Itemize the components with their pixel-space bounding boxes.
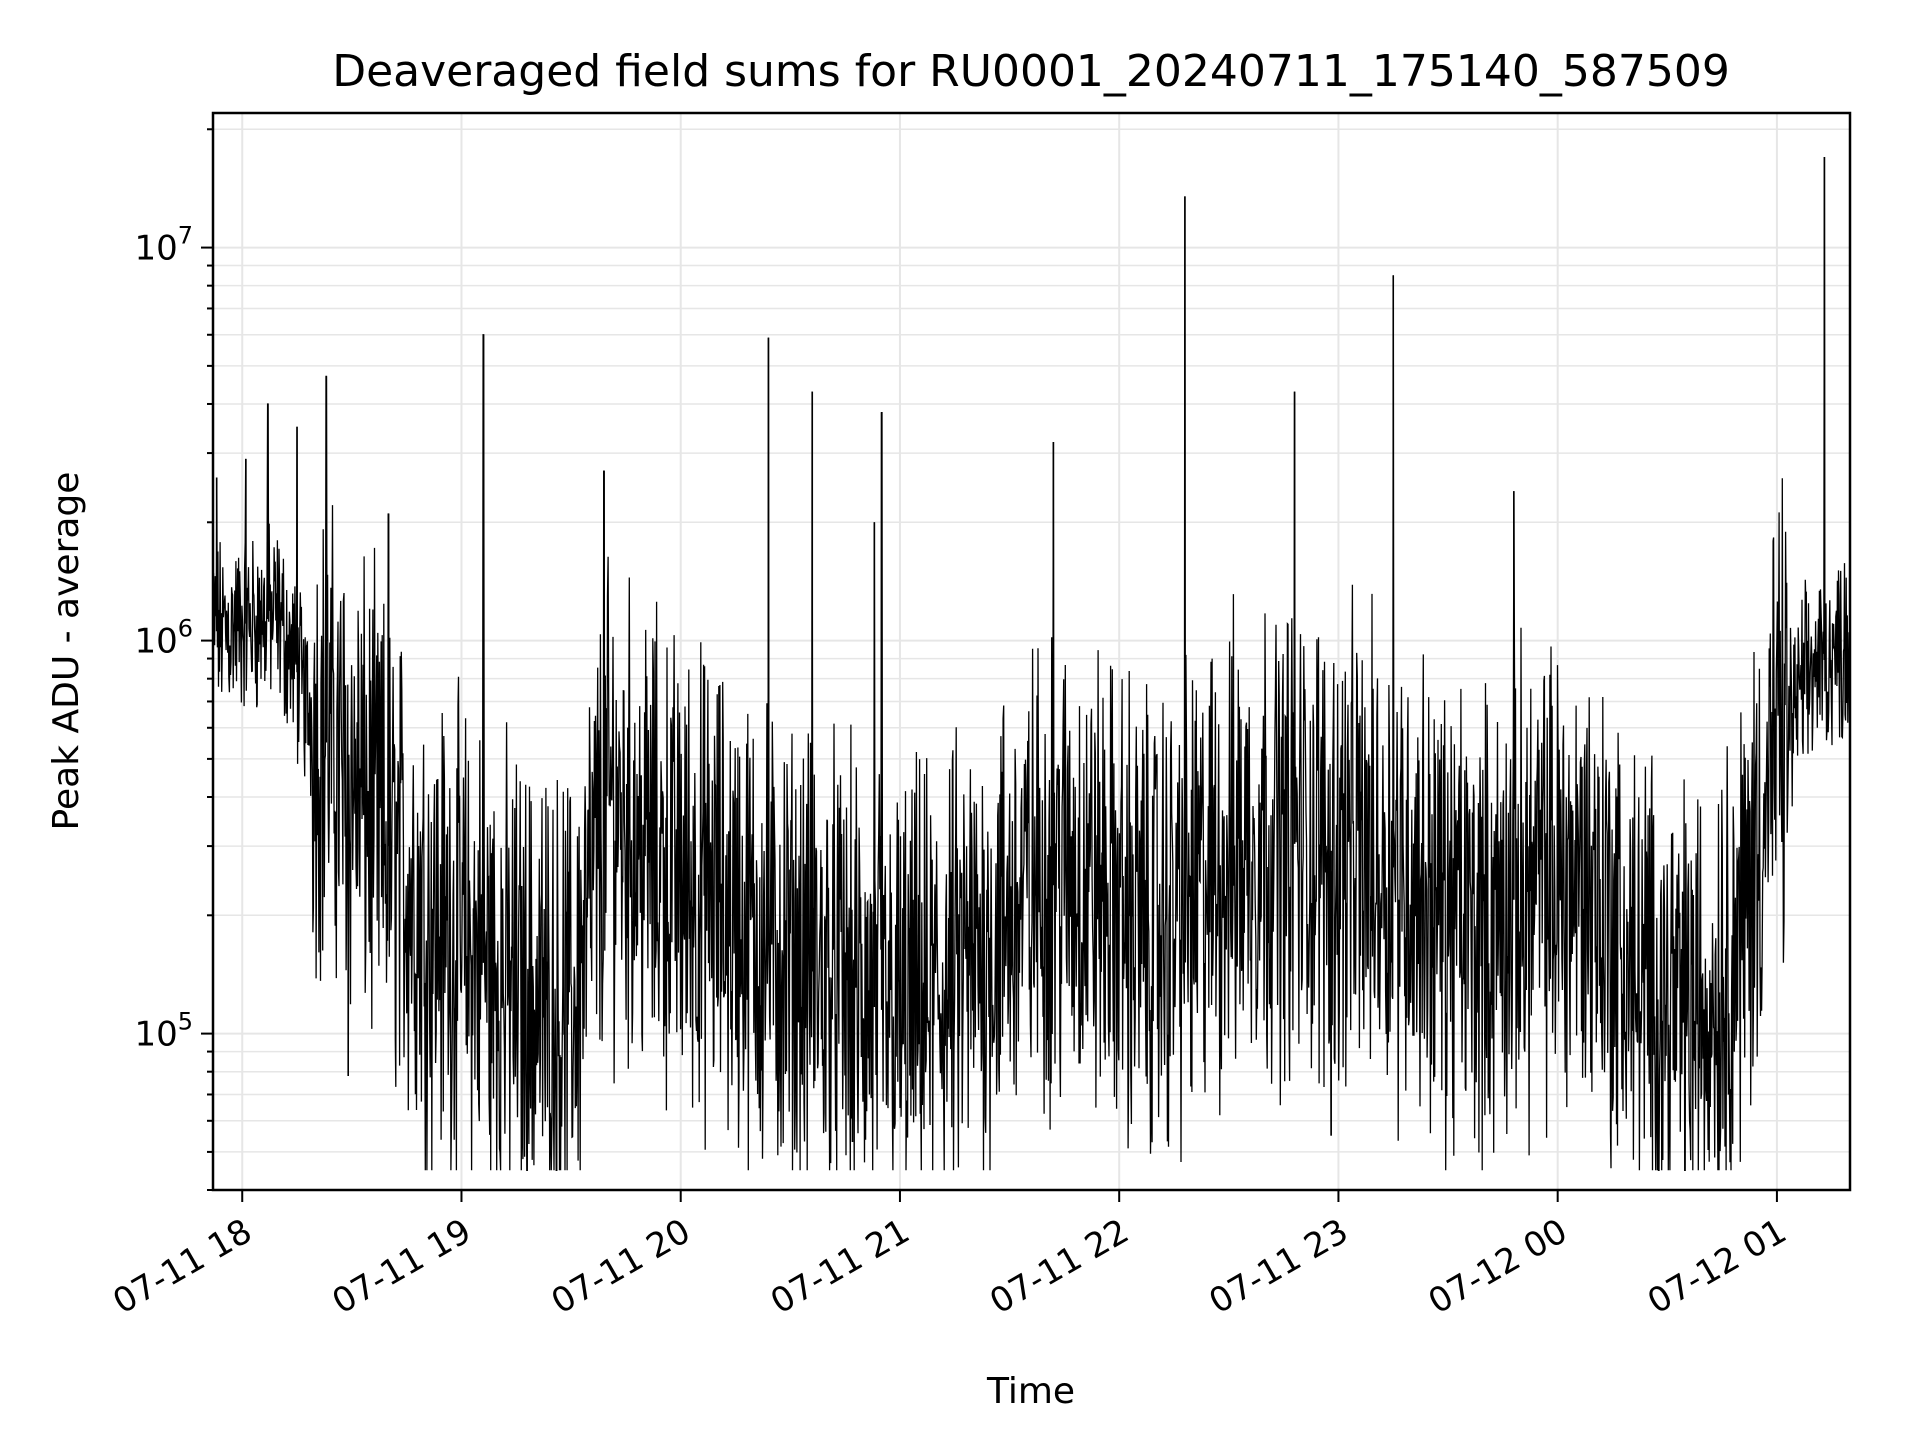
y-tick-label-exponent: 7	[178, 222, 193, 250]
y-tick-label-base: 10	[134, 1015, 177, 1055]
y-tick-label-base: 10	[134, 229, 177, 269]
y-tick-label-base: 10	[134, 622, 177, 662]
y-tick-label-exponent: 6	[178, 615, 193, 643]
data-series	[212, 156, 1851, 1171]
y-tick-label: 105	[134, 1008, 193, 1055]
y-tick-label: 106	[134, 615, 193, 662]
series-line	[212, 156, 1851, 1171]
plot-frame	[211, 111, 1852, 1192]
x-axis-label: Time	[986, 1371, 1075, 1412]
y-tick-label: 107	[134, 222, 193, 269]
y-tick-label-exponent: 5	[178, 1008, 193, 1036]
y-axis-label: Peak ADU - average	[46, 472, 87, 831]
chart-title: Deaveraged field sums for RU0001_2024071…	[332, 46, 1730, 97]
